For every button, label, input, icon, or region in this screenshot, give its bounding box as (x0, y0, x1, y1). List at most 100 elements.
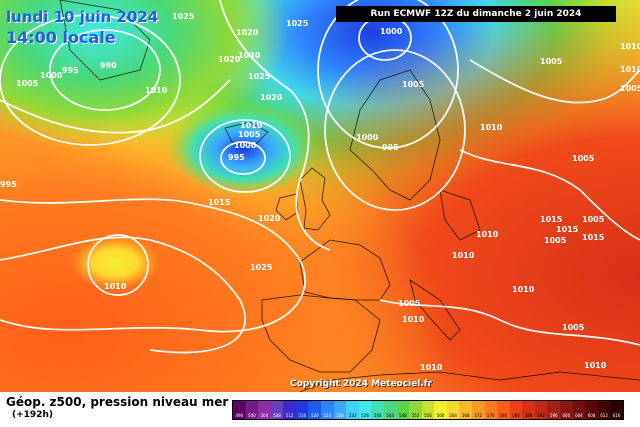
forecast-date: lundi 10 juin 2024 (6, 8, 159, 26)
scale-value: 596 (549, 413, 558, 418)
isobar-greenland-outer (0, 14, 181, 146)
scale-swatch: 592 (534, 401, 548, 419)
scale-swatch: 520 (308, 401, 322, 419)
legend-subtitle: (+192h) (12, 410, 53, 420)
scale-swatch: 504 (258, 401, 271, 419)
forecast-map: 1000 1005 995 1000 1005 1010 1015 1020 1… (0, 0, 640, 392)
isobar-atlantic-2 (0, 236, 246, 354)
pressure-label: 1000 (234, 141, 257, 150)
scale-value: 540 (373, 413, 382, 418)
isobar-east-2 (459, 149, 640, 241)
pressure-label: 1000 (356, 133, 379, 142)
scale-value: 592 (537, 413, 545, 418)
color-scale: 496 500 504 508 512 516 520 524 528 532 536 540 544 5… (232, 400, 624, 420)
scale-value: 584 (512, 413, 520, 418)
scale-swatch: 536 (358, 401, 372, 419)
pressure-label: 1025 (250, 263, 273, 272)
scale-swatch: 576 (484, 401, 498, 419)
pressure-label: 1020 (260, 93, 283, 102)
legend-title: Géop. z500, pression niveau mer (6, 395, 229, 409)
scale-value: 548 (398, 413, 407, 418)
scale-swatch: 588 (522, 401, 535, 419)
pressure-label: 1010 (620, 42, 640, 51)
pressure-label: 1005 (16, 79, 39, 88)
coastline-iberia (261, 294, 381, 373)
pressure-label: 1000 (380, 27, 403, 36)
scale-swatch: 556 (421, 401, 435, 419)
pressure-label: 1015 (582, 233, 605, 242)
scale-swatch: 548 (396, 401, 410, 419)
pressure-label: 995 (0, 180, 17, 189)
scale-value: 576 (487, 413, 495, 418)
isobar-med (379, 299, 640, 346)
scale-value: 504 (260, 413, 269, 418)
scale-swatch: 496 (233, 401, 246, 419)
scale-swatch: 564 (446, 401, 460, 419)
isobar-nw (0, 79, 231, 134)
scale-value: 500 (248, 413, 256, 418)
scale-swatch: 568 (459, 401, 472, 419)
isobar-scand-low-3 (324, 49, 466, 211)
scale-value: 608 (587, 413, 596, 418)
isobar-azores-high (87, 234, 149, 296)
scale-value: 536 (361, 413, 369, 418)
scale-value: 524 (323, 413, 332, 418)
pressure-label: 1005 (238, 130, 261, 139)
pressure-label: 1010 (620, 65, 640, 74)
scale-swatch: 516 (295, 401, 309, 419)
scale-swatch: 572 (471, 401, 485, 419)
coastline-scandinavia (349, 69, 441, 201)
pressure-label: 1010 (402, 315, 425, 324)
pressure-label: 1020 (258, 214, 281, 223)
scale-swatch: 600 (560, 401, 573, 419)
scale-swatch: 532 (346, 401, 359, 419)
scale-value: 568 (461, 413, 470, 418)
scale-value: 580 (499, 413, 508, 418)
scale-value: 572 (474, 413, 483, 418)
scale-swatch: 528 (333, 401, 347, 419)
isobar-east-1 (469, 59, 640, 104)
isobar-uk-low-1 (220, 141, 266, 175)
scale-value: 556 (424, 413, 432, 418)
pressure-label: 1025 (248, 72, 271, 81)
pressure-label: 1005 (620, 84, 640, 93)
pressure-labels: 1000 1005 995 1000 1005 1010 1015 1020 1… (0, 12, 640, 372)
isobar-greenland-low (49, 29, 161, 111)
scale-value: 512 (285, 413, 294, 418)
scale-swatch: 608 (585, 401, 598, 419)
scale-value: 496 (235, 413, 244, 418)
pressure-label: 990 (100, 61, 117, 70)
scale-value: 600 (562, 413, 571, 418)
scale-swatch: 552 (409, 401, 422, 419)
scale-value: 532 (348, 413, 357, 418)
scale-swatch: 612 (597, 401, 611, 419)
pressure-label: 1010 (512, 285, 535, 294)
scale-value: 544 (386, 413, 395, 418)
run-label: Run ECMWF 12Z du dimanche 2 juin 2024 (336, 6, 616, 22)
scale-swatch: 512 (283, 401, 296, 419)
pressure-label: 1020 (218, 55, 241, 64)
pressure-label: 1000 (40, 71, 63, 80)
isobar-scand-low-2 (317, 0, 459, 149)
isobar-uk-low-2 (199, 119, 291, 193)
pressure-label: 1005 (562, 323, 585, 332)
scale-value: 616 (612, 413, 621, 418)
isobar-atlantic-1 (0, 198, 306, 333)
pressure-label: 1005 (544, 236, 567, 245)
scale-value: 612 (600, 413, 608, 418)
pressure-label: 1005 (582, 215, 605, 224)
pressure-label: 1015 (208, 198, 231, 207)
isobar-1020-north (219, 0, 331, 251)
pressure-label: 1010 (104, 282, 127, 291)
coastline-iceland (224, 121, 269, 146)
pressure-label: 1020 (236, 28, 259, 37)
coastline-italy (409, 279, 461, 341)
pressure-map-svg: 1000 1005 995 1000 1005 1010 1015 1020 1… (0, 0, 640, 392)
scale-swatch: 540 (371, 401, 384, 419)
pressure-label: 1015 (556, 225, 579, 234)
scale-swatch: 584 (509, 401, 523, 419)
scale-swatch: 560 (434, 401, 447, 419)
copyright-text: Copyright 2024 Meteociel.fr (290, 379, 433, 389)
pressure-label: 995 (62, 66, 79, 75)
scale-value: 516 (298, 413, 306, 418)
